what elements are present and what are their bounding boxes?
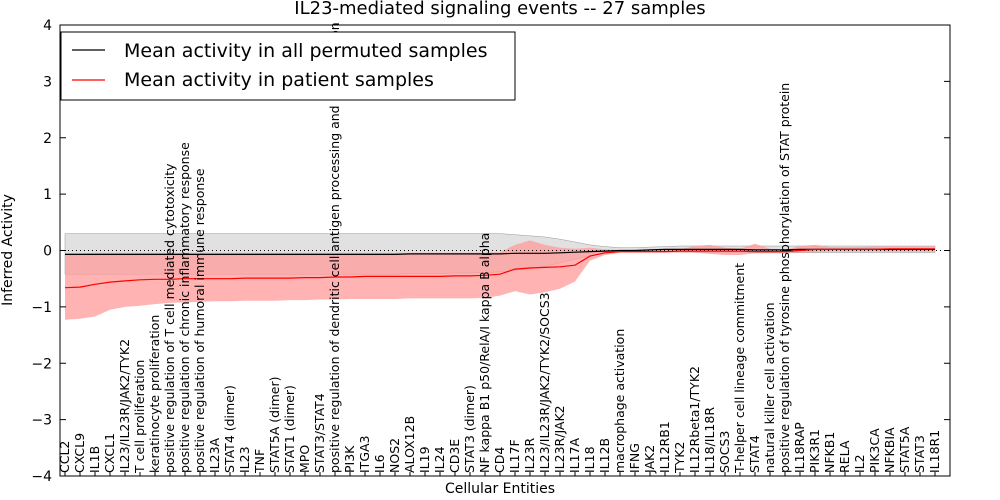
x-tick-label: STAT1 (dimer) — [282, 385, 297, 473]
y-tick-label: −1 — [31, 300, 52, 316]
x-tick-label: JAK2 — [642, 445, 657, 474]
x-tick-label: IL12RB1 — [657, 421, 672, 473]
x-tick-label: T-helper cell lineage commitment — [732, 263, 747, 474]
x-tick-label: TYK2 — [672, 442, 687, 474]
x-tick-label: STAT4 — [747, 435, 762, 473]
x-tick-label: PIK3CA — [867, 428, 882, 473]
band-patient — [65, 240, 935, 320]
x-tick-label: STAT5A (dimer) — [267, 377, 282, 473]
x-tick-label: IL6 — [372, 454, 387, 473]
x-tick-label: CD3E — [447, 439, 462, 473]
legend-label-patient: Mean activity in patient samples — [124, 69, 434, 91]
x-tick-labels: CCL2 CXCL9 IL1B CXCL1 IL23/IL23R/JAK2/TYK2 T … — [57, 22, 942, 476]
x-tick-label: IL18RAP — [792, 422, 807, 473]
x-tick-label: STAT3 — [912, 435, 927, 473]
x-tick-label: NFKBIA — [882, 427, 897, 473]
x-tick-label: positive regulation of humoral immune re… — [192, 168, 207, 473]
x-tick-label: positive regulation of T cell mediated c… — [162, 163, 177, 473]
x-tick-label: natural killer cell activation — [762, 302, 777, 473]
x-axis-label: Cellular Entities — [445, 481, 555, 497]
legend-label-permuted: Mean activity in all permuted samples — [124, 40, 487, 62]
x-tick-label: CD4 — [492, 447, 507, 473]
x-tick-label: NFKB1 — [822, 432, 837, 473]
x-tick-label: positive regulation of dendritic cell an… — [327, 22, 342, 473]
legend: Mean activity in all permuted samples Me… — [60, 31, 516, 101]
y-tick-label: −3 — [31, 413, 52, 429]
x-tick-label: STAT3 (dimer) — [462, 385, 477, 473]
chart-title: IL23-mediated signaling events -- 27 sam… — [294, 0, 705, 19]
x-tick-label: IL23A — [207, 437, 222, 473]
x-tick-label: IL18R1 — [927, 430, 942, 473]
x-tick-label: STAT4 (dimer) — [222, 385, 237, 473]
y-tick-label: 1 — [43, 187, 52, 203]
y-tick-label: 2 — [43, 131, 52, 147]
x-tick-label: positive regulation of tyrosine phosphor… — [777, 83, 792, 473]
x-tick-label: RELA — [837, 440, 852, 473]
x-tick-label: TNF — [252, 449, 267, 474]
x-tick-label: ALOX12B — [402, 416, 417, 473]
x-tick-label: IL23R/JAK2 — [552, 405, 567, 473]
y-axis-label: Inferred Activity — [0, 194, 16, 306]
x-tick-label: IL19 — [417, 446, 432, 473]
plot-frame — [59, 24, 951, 477]
series-line-permuted — [65, 248, 935, 255]
x-tick-label: IL23/IL23R/JAK2/TYK2/SOCS3 — [537, 292, 552, 473]
x-tick-label: IL18 — [582, 446, 597, 473]
series-lines — [64, 248, 935, 289]
legend-box — [60, 31, 516, 101]
x-tick-label: IL17A — [567, 437, 582, 473]
y-tick-label: 3 — [43, 74, 52, 90]
x-tick-label: STAT3/STAT4 — [312, 393, 327, 473]
x-tick-label: STAT5A — [897, 426, 912, 473]
y-tick-label: 0 — [43, 244, 52, 260]
x-tick-label: CXCL9 — [72, 433, 87, 473]
x-tick-label: IL1B — [87, 446, 102, 473]
x-tick-label: NOS2 — [387, 438, 402, 473]
x-tick-label: IL23 — [237, 446, 252, 473]
x-tick-label: SOCS3 — [717, 431, 732, 473]
x-tick-label: NF kappa B1 p50/RelA/I kappa B alpha — [477, 233, 492, 473]
x-tick-label: T cell proliferation — [132, 360, 147, 474]
x-tick-label: IL23R — [522, 437, 537, 473]
series-line-patient — [64, 248, 935, 289]
x-tick-label: MPO — [297, 445, 312, 473]
x-tick-label: CXCL1 — [102, 433, 117, 473]
x-tick-label: IL12Rbeta1/TYK2 — [687, 366, 702, 473]
x-tick-label: CCL2 — [57, 441, 72, 473]
x-tick-label: IL23/IL23R/JAK2/TYK2 — [117, 339, 132, 473]
x-tick-label: PIK3R1 — [807, 429, 822, 473]
y-axis: −4 −3 −2 −1 0 1 2 3 4 — [31, 18, 950, 485]
x-tick-label: IFNG — [627, 443, 642, 473]
y-tick-label: 4 — [43, 18, 52, 34]
x-tick-label: IL18/IL18R — [702, 407, 717, 473]
x-tick-label: ITGA3 — [357, 435, 372, 473]
y-tick-label: −2 — [31, 356, 52, 372]
x-tick-label: IL12B — [597, 438, 612, 473]
x-tick-label: PI3K — [342, 445, 357, 473]
y-tick-label: −4 — [31, 469, 52, 485]
x-tick-label: IL2 — [852, 454, 867, 473]
x-tick-label: positive regulation of chronic inflammat… — [177, 142, 192, 473]
x-tick-label: IL17F — [507, 439, 522, 473]
x-tick-label: macrophage activation — [612, 329, 627, 473]
x-tick-label: keratinocyte proliferation — [147, 315, 162, 473]
x-tick-label: IL24 — [432, 446, 447, 473]
